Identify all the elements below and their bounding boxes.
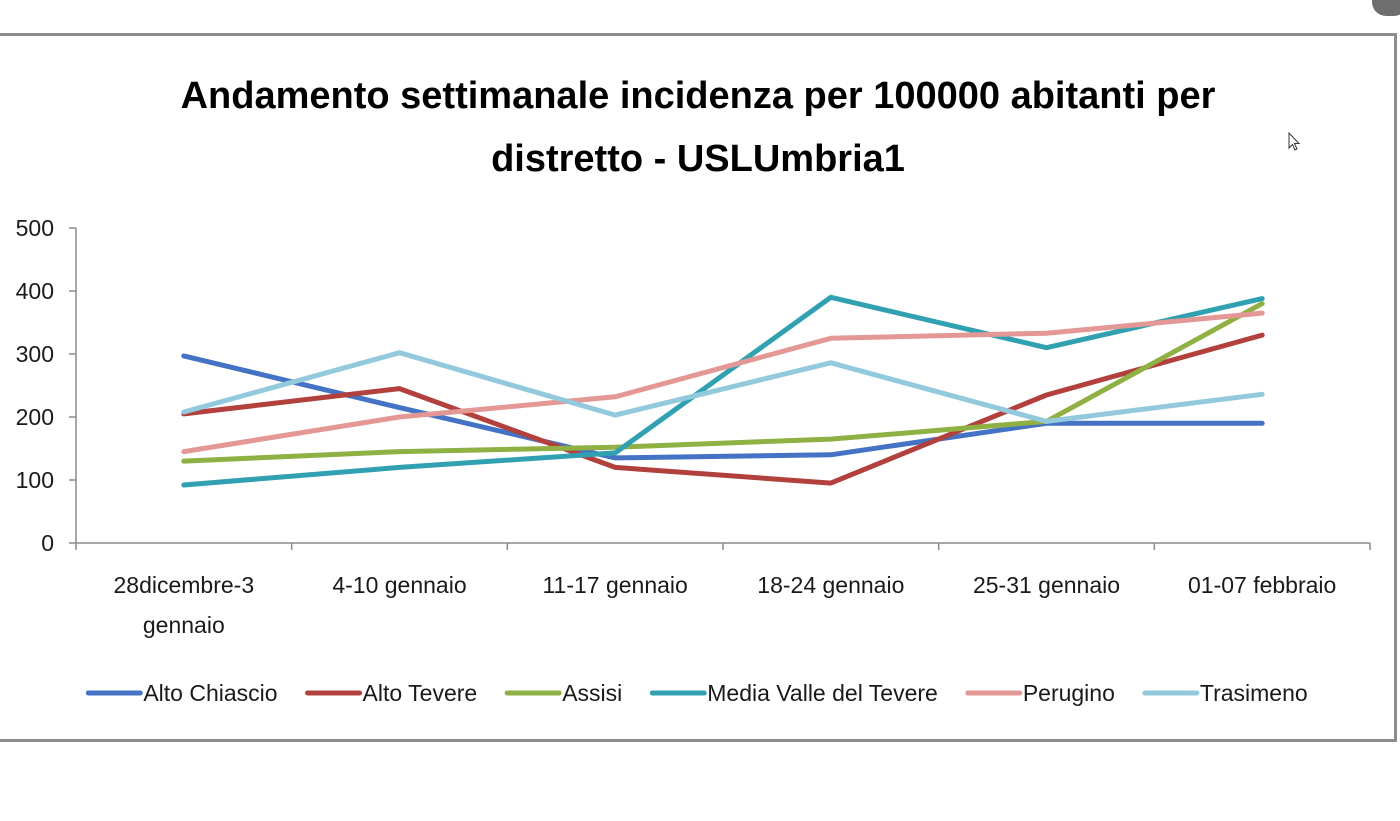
legend-label: Perugino bbox=[1023, 680, 1115, 706]
legend-label: Alto Tevere bbox=[363, 680, 478, 706]
y-tick-label: 300 bbox=[16, 341, 54, 367]
data-point-trasimeno bbox=[182, 410, 186, 414]
series-line-alto-chiascio bbox=[181, 353, 1265, 461]
data-point-media-valle-del-tevere bbox=[1045, 346, 1048, 350]
y-tick-label: 0 bbox=[41, 530, 54, 556]
data-point-assisi bbox=[182, 459, 186, 463]
data-point-alto-chiascio bbox=[1260, 421, 1264, 425]
series-line-trasimeno bbox=[181, 350, 1265, 424]
x-tick-label: 25-31 gennaio bbox=[973, 572, 1120, 598]
data-point-alto-tevere bbox=[1260, 333, 1264, 337]
data-point-media-valle-del-tevere bbox=[398, 465, 401, 469]
legend-label: Alto Chiascio bbox=[143, 680, 277, 706]
legend-item-assisi: Assisi bbox=[504, 680, 622, 706]
x-tick-label: 18-24 gennaio bbox=[757, 572, 904, 598]
data-point-assisi bbox=[613, 445, 617, 449]
data-point-perugino bbox=[829, 336, 833, 340]
series-line-alto-tevere bbox=[181, 332, 1265, 486]
data-point-trasimeno bbox=[829, 361, 833, 365]
series-line-media-valle-del-tevere bbox=[181, 294, 1265, 488]
series-line-assisi bbox=[181, 301, 1265, 464]
y-tick-label: 500 bbox=[16, 215, 54, 241]
data-point-perugino bbox=[182, 450, 186, 454]
x-tick-label: 4-10 gennaio bbox=[332, 572, 466, 598]
corner-badge bbox=[1372, 0, 1400, 16]
chart-title-line-2: distretto - USLUmbria1 bbox=[491, 138, 905, 180]
legend-item-perugino: Perugino bbox=[965, 680, 1115, 706]
chart-title-line-1: Andamento settimanale incidenza per 1000… bbox=[181, 75, 1216, 117]
data-point-media-valle-del-tevere bbox=[182, 483, 186, 487]
legend-label: Trasimeno bbox=[1200, 680, 1308, 706]
legend-item-media-valle-del-tevere: Media Valle del Tevere bbox=[649, 680, 938, 706]
data-point-trasimeno bbox=[613, 413, 617, 417]
legend-label: Assisi bbox=[562, 680, 622, 706]
data-point-media-valle-del-tevere bbox=[829, 295, 833, 299]
data-point-assisi bbox=[1260, 302, 1264, 306]
axes: 0 100 200 300 400 500 28dicembre-3 gennaio 4-10 … bbox=[16, 215, 1371, 638]
data-point-alto-tevere bbox=[829, 481, 833, 485]
x-tick-label: 01-07 febbraio bbox=[1188, 572, 1336, 598]
data-point-alto-tevere bbox=[1045, 393, 1048, 397]
series-line-perugino bbox=[181, 310, 1265, 455]
data-point-alto-tevere bbox=[398, 387, 401, 391]
mouse-cursor-icon bbox=[1288, 131, 1301, 151]
series-lines bbox=[181, 294, 1265, 488]
legend: Alto Chiascio Alto Tevere Assisi Media Vall… bbox=[85, 680, 1308, 706]
legend-item-alto-tevere: Alto Tevere bbox=[305, 680, 478, 706]
data-point-perugino bbox=[1045, 331, 1048, 335]
y-tick-label: 400 bbox=[16, 278, 54, 304]
data-point-alto-chiascio bbox=[398, 406, 401, 410]
data-point-trasimeno bbox=[1045, 419, 1048, 423]
data-point-trasimeno bbox=[398, 351, 401, 355]
y-tick-label: 200 bbox=[16, 404, 54, 430]
legend-item-alto-chiascio: Alto Chiascio bbox=[85, 680, 278, 706]
y-tick-label: 100 bbox=[16, 467, 54, 493]
data-point-perugino bbox=[398, 415, 401, 419]
data-point-trasimeno bbox=[1260, 392, 1264, 396]
chart-title: Andamento settimanale incidenza per 1000… bbox=[181, 75, 1216, 180]
data-point-media-valle-del-tevere bbox=[613, 451, 617, 455]
legend-label: Media Valle del Tevere bbox=[707, 680, 938, 706]
data-point-perugino bbox=[1260, 311, 1264, 315]
data-point-alto-chiascio bbox=[182, 354, 186, 358]
x-tick-label: 28dicembre-3 gennaio bbox=[114, 572, 255, 638]
data-point-alto-chiascio bbox=[829, 453, 833, 457]
legend-item-trasimeno: Trasimeno bbox=[1142, 680, 1308, 706]
chart-frame bbox=[0, 33, 1397, 742]
data-point-alto-tevere bbox=[613, 465, 617, 469]
data-point-media-valle-del-tevere bbox=[1260, 297, 1264, 301]
data-point-assisi bbox=[398, 450, 401, 454]
data-point-alto-chiascio bbox=[613, 456, 617, 460]
data-point-assisi bbox=[829, 437, 833, 441]
x-tick-label: 11-17 gennaio bbox=[542, 572, 687, 598]
data-point-perugino bbox=[613, 395, 617, 399]
